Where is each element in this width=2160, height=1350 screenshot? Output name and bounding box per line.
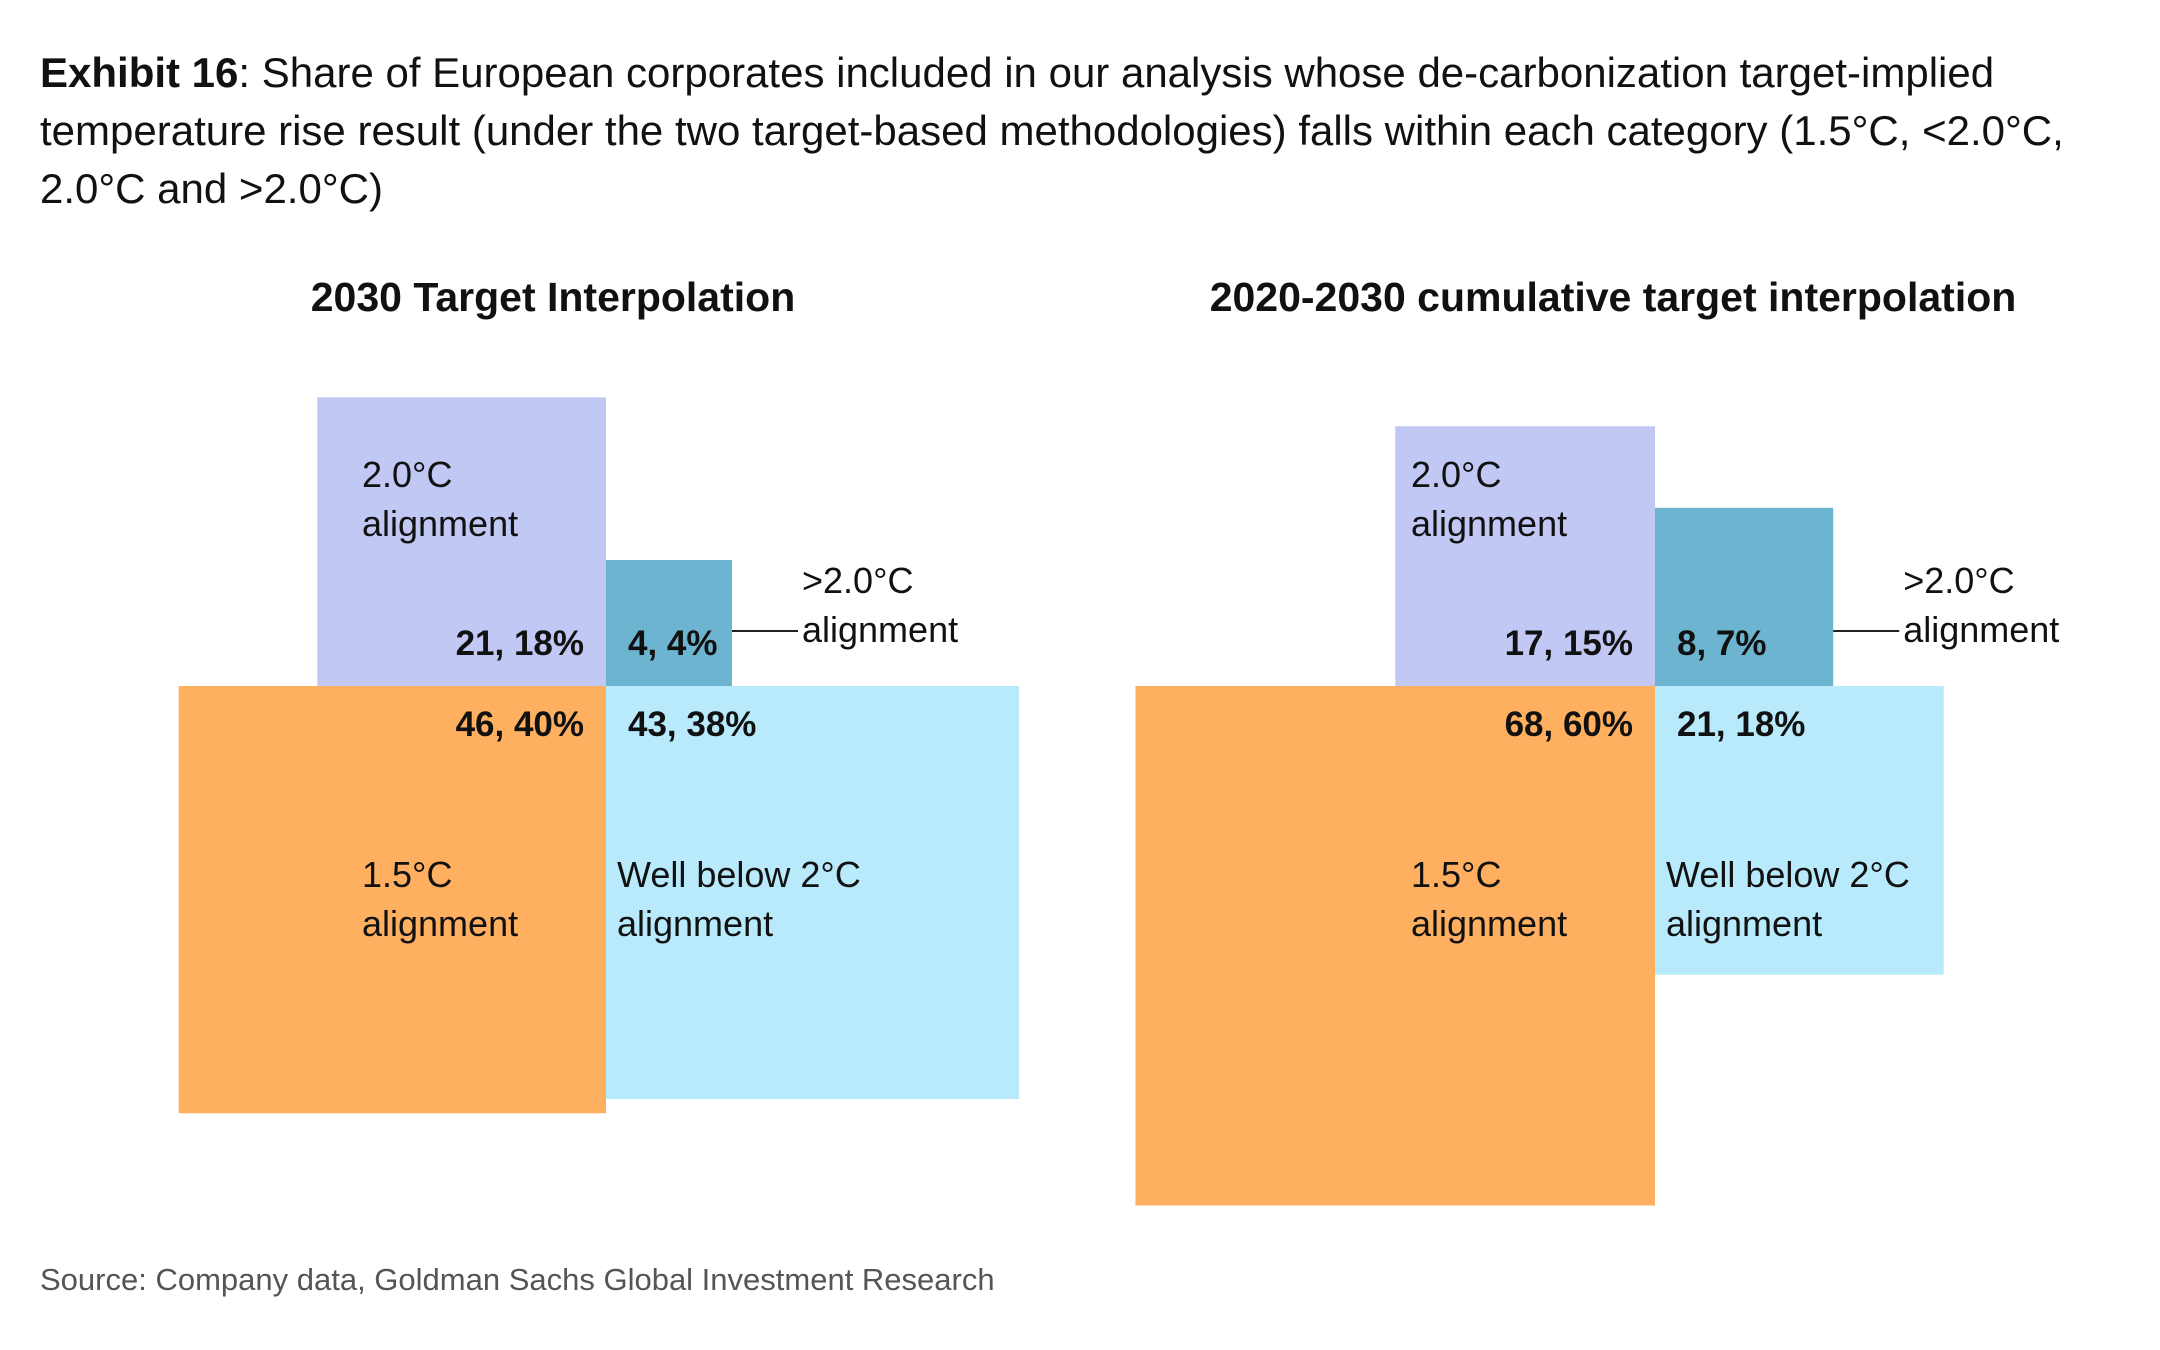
chart2-value-label-above-2-0c: 8, 7% bbox=[1677, 624, 1767, 663]
chart2-square-above-2-0c bbox=[1655, 507, 1834, 686]
chart1-value-label-2-0c: 21, 18% bbox=[456, 624, 584, 663]
chart2-category-label-well-below-2c-line-2: alignment bbox=[1666, 903, 1822, 944]
chart1-value-label-above-2-0c: 4, 4% bbox=[628, 624, 718, 663]
chart1-square-above-2-0c bbox=[606, 560, 732, 686]
chart2-square-2-0c bbox=[1395, 426, 1655, 686]
chart2-category-label-well-below-2c-line-1: Well below 2°C bbox=[1666, 854, 1910, 895]
chart1-value-label-well-below-2c: 43, 38% bbox=[628, 705, 756, 744]
chart1-category-label-above-2-0c-line-1: >2.0°C bbox=[802, 560, 913, 601]
chart2-category-label-1-5c-line-1: 1.5°C bbox=[1411, 854, 1501, 895]
chart1-square-1-5c bbox=[178, 686, 607, 1114]
exhibit-title: Exhibit 16: Share of European corporates… bbox=[40, 44, 2130, 218]
chart1-square-well-below-2c bbox=[606, 686, 1020, 1100]
chart2-value-label-1-5c: 68, 60% bbox=[1505, 705, 1633, 744]
chart1-category-label-above-2-0c-line-2: alignment bbox=[802, 609, 958, 650]
chart2-value-label-well-below-2c: 21, 18% bbox=[1677, 705, 1805, 744]
panel-title-2030-interpolation: 2030 Target Interpolation bbox=[310, 274, 796, 320]
chart1-category-label-1-5c-line-2: alignment bbox=[362, 903, 518, 944]
chart1-square-2-0c bbox=[317, 397, 606, 686]
chart2-category-label-2-0c-line-1: 2.0°C bbox=[1411, 454, 1501, 495]
source-note: Source: Company data, Goldman Sachs Glob… bbox=[40, 1262, 995, 1297]
exhibit-number: Exhibit 16 bbox=[40, 49, 239, 96]
chart1-category-label-well-below-2c-line-1: Well below 2°C bbox=[617, 854, 861, 895]
chart1-value-label-1-5c: 46, 40% bbox=[456, 705, 584, 744]
panel-title-cumulative-interpolation: 2020-2030 cumulative target interpolatio… bbox=[1209, 274, 2017, 320]
chart2-value-label-2-0c: 17, 15% bbox=[1505, 624, 1633, 663]
chart1-category-label-well-below-2c-line-2: alignment bbox=[617, 903, 773, 944]
exhibit-description: : Share of European corporates included … bbox=[40, 49, 2064, 212]
chart1-category-label-2-0c-line-1: 2.0°C bbox=[362, 454, 452, 495]
chart1-category-label-1-5c-line-1: 1.5°C bbox=[362, 854, 452, 895]
chart2-category-label-2-0c-line-2: alignment bbox=[1411, 503, 1567, 544]
chart2-square-1-5c bbox=[1135, 686, 1655, 1206]
chart1-category-label-2-0c-line-2: alignment bbox=[362, 503, 518, 544]
chart2-category-label-above-2-0c-line-1: >2.0°C bbox=[1903, 560, 2014, 601]
chart2-category-label-1-5c-line-2: alignment bbox=[1411, 903, 1567, 944]
chart2-square-well-below-2c bbox=[1655, 686, 1944, 975]
chart2-category-label-above-2-0c-line-2: alignment bbox=[1903, 609, 2059, 650]
